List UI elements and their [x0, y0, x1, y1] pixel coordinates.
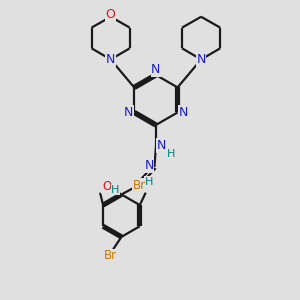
Text: Br: Br — [133, 179, 146, 192]
Text: Br: Br — [104, 250, 117, 262]
Text: O: O — [106, 8, 116, 21]
Text: N: N — [144, 159, 154, 172]
Text: H: H — [167, 148, 176, 158]
Text: N: N — [124, 106, 133, 119]
Text: N: N — [196, 53, 206, 66]
Text: H: H — [145, 177, 153, 187]
Text: O: O — [102, 180, 111, 193]
Text: N: N — [106, 53, 115, 66]
Text: N: N — [157, 139, 166, 152]
Text: N: N — [151, 63, 160, 76]
Text: H: H — [111, 185, 120, 195]
Text: N: N — [179, 106, 188, 119]
